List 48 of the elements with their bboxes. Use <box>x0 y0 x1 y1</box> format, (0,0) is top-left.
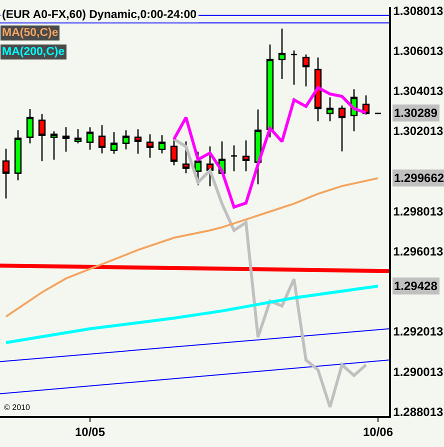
text: MA(50,C)e <box>2 27 58 39</box>
y-tick-label: 1.288013 <box>393 404 444 419</box>
y-tick-label: 1.296013 <box>393 244 444 259</box>
candlestick <box>278 28 286 80</box>
candlestick <box>122 130 130 150</box>
candlestick <box>2 148 10 200</box>
line-series <box>4 284 380 344</box>
line-series <box>172 86 368 209</box>
x-tick-label: 10/06 <box>362 425 394 440</box>
candlestick <box>86 126 94 150</box>
candlestick <box>134 128 142 154</box>
candlestick <box>74 128 82 144</box>
candlestick <box>146 134 154 158</box>
annotation: 1.29428 <box>394 279 438 293</box>
annotation: 1.299662 <box>394 171 444 185</box>
candlestick <box>326 96 334 122</box>
candlestick <box>302 54 310 88</box>
candlestick <box>254 108 262 185</box>
annotation: © 2010 <box>4 403 30 412</box>
candlestick <box>170 136 178 166</box>
chart-title: (EUR A0-FX,60) Dynamic,0:00-24:00 <box>2 9 197 21</box>
candlestick <box>290 50 298 86</box>
candlestick <box>182 140 190 174</box>
y-tick-label: 1.302013 <box>393 124 444 138</box>
candlestick <box>62 126 70 152</box>
candlestick <box>206 146 214 187</box>
y-tick-label: 1.298013 <box>393 204 444 218</box>
candlestick <box>110 131 118 154</box>
candlestick <box>230 144 238 172</box>
line-series <box>172 138 368 408</box>
text: MA(200,C)e <box>2 46 65 58</box>
candlestick <box>158 134 166 154</box>
y-tick-label: 1.304013 <box>393 84 444 98</box>
y-tick-label: 1.292013 <box>393 324 444 339</box>
candlestick <box>26 108 34 144</box>
candlestick <box>98 124 106 154</box>
candlestick <box>338 104 346 152</box>
line-series <box>5 177 379 318</box>
annotation: 1.30289 <box>394 106 438 120</box>
y-tick-label: 1.290013 <box>393 364 444 379</box>
candlestick <box>50 130 58 160</box>
candlestick <box>14 129 22 181</box>
x-tick-label: 10/05 <box>74 425 106 440</box>
candlestick <box>242 140 250 172</box>
candlestick <box>38 113 46 162</box>
candlestick <box>266 44 274 138</box>
y-tick-label: 1.308013 <box>393 4 444 18</box>
y-tick-label: 1.306013 <box>393 44 444 58</box>
